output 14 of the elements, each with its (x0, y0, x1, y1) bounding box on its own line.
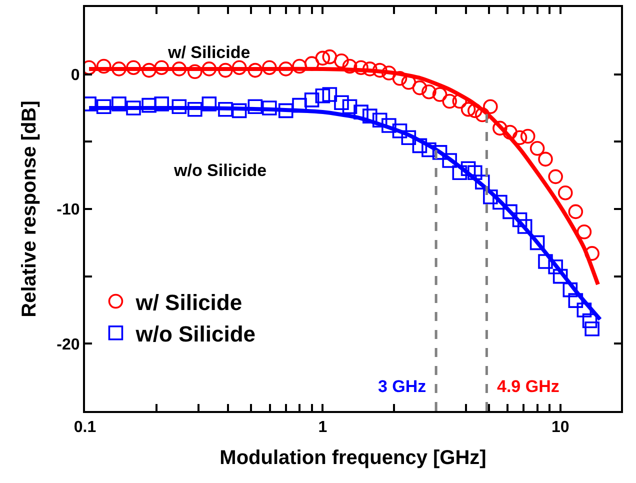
ref-line-label: 3 GHz (378, 377, 426, 396)
x-tick-label: 0.1 (74, 419, 96, 436)
y-tick-label: 0 (70, 66, 80, 84)
x-axis-title: Modulation frequency [GHz] (220, 447, 486, 470)
ref-line-label: 4.9 GHz (497, 377, 560, 396)
x-tick-label: 1 (318, 419, 328, 436)
x-tick-label: 10 (551, 419, 570, 436)
legend-label: w/ Silicide (134, 290, 242, 315)
y-axis-title: Relative response [dB] (18, 100, 41, 318)
legend-label: w/o Silicide (134, 321, 256, 346)
y-tick-label: -10 (56, 202, 80, 219)
annotation: w/ Silicide (167, 43, 250, 62)
y-tick-label: -20 (56, 336, 80, 354)
annotation: w/o Silicide (173, 161, 267, 180)
